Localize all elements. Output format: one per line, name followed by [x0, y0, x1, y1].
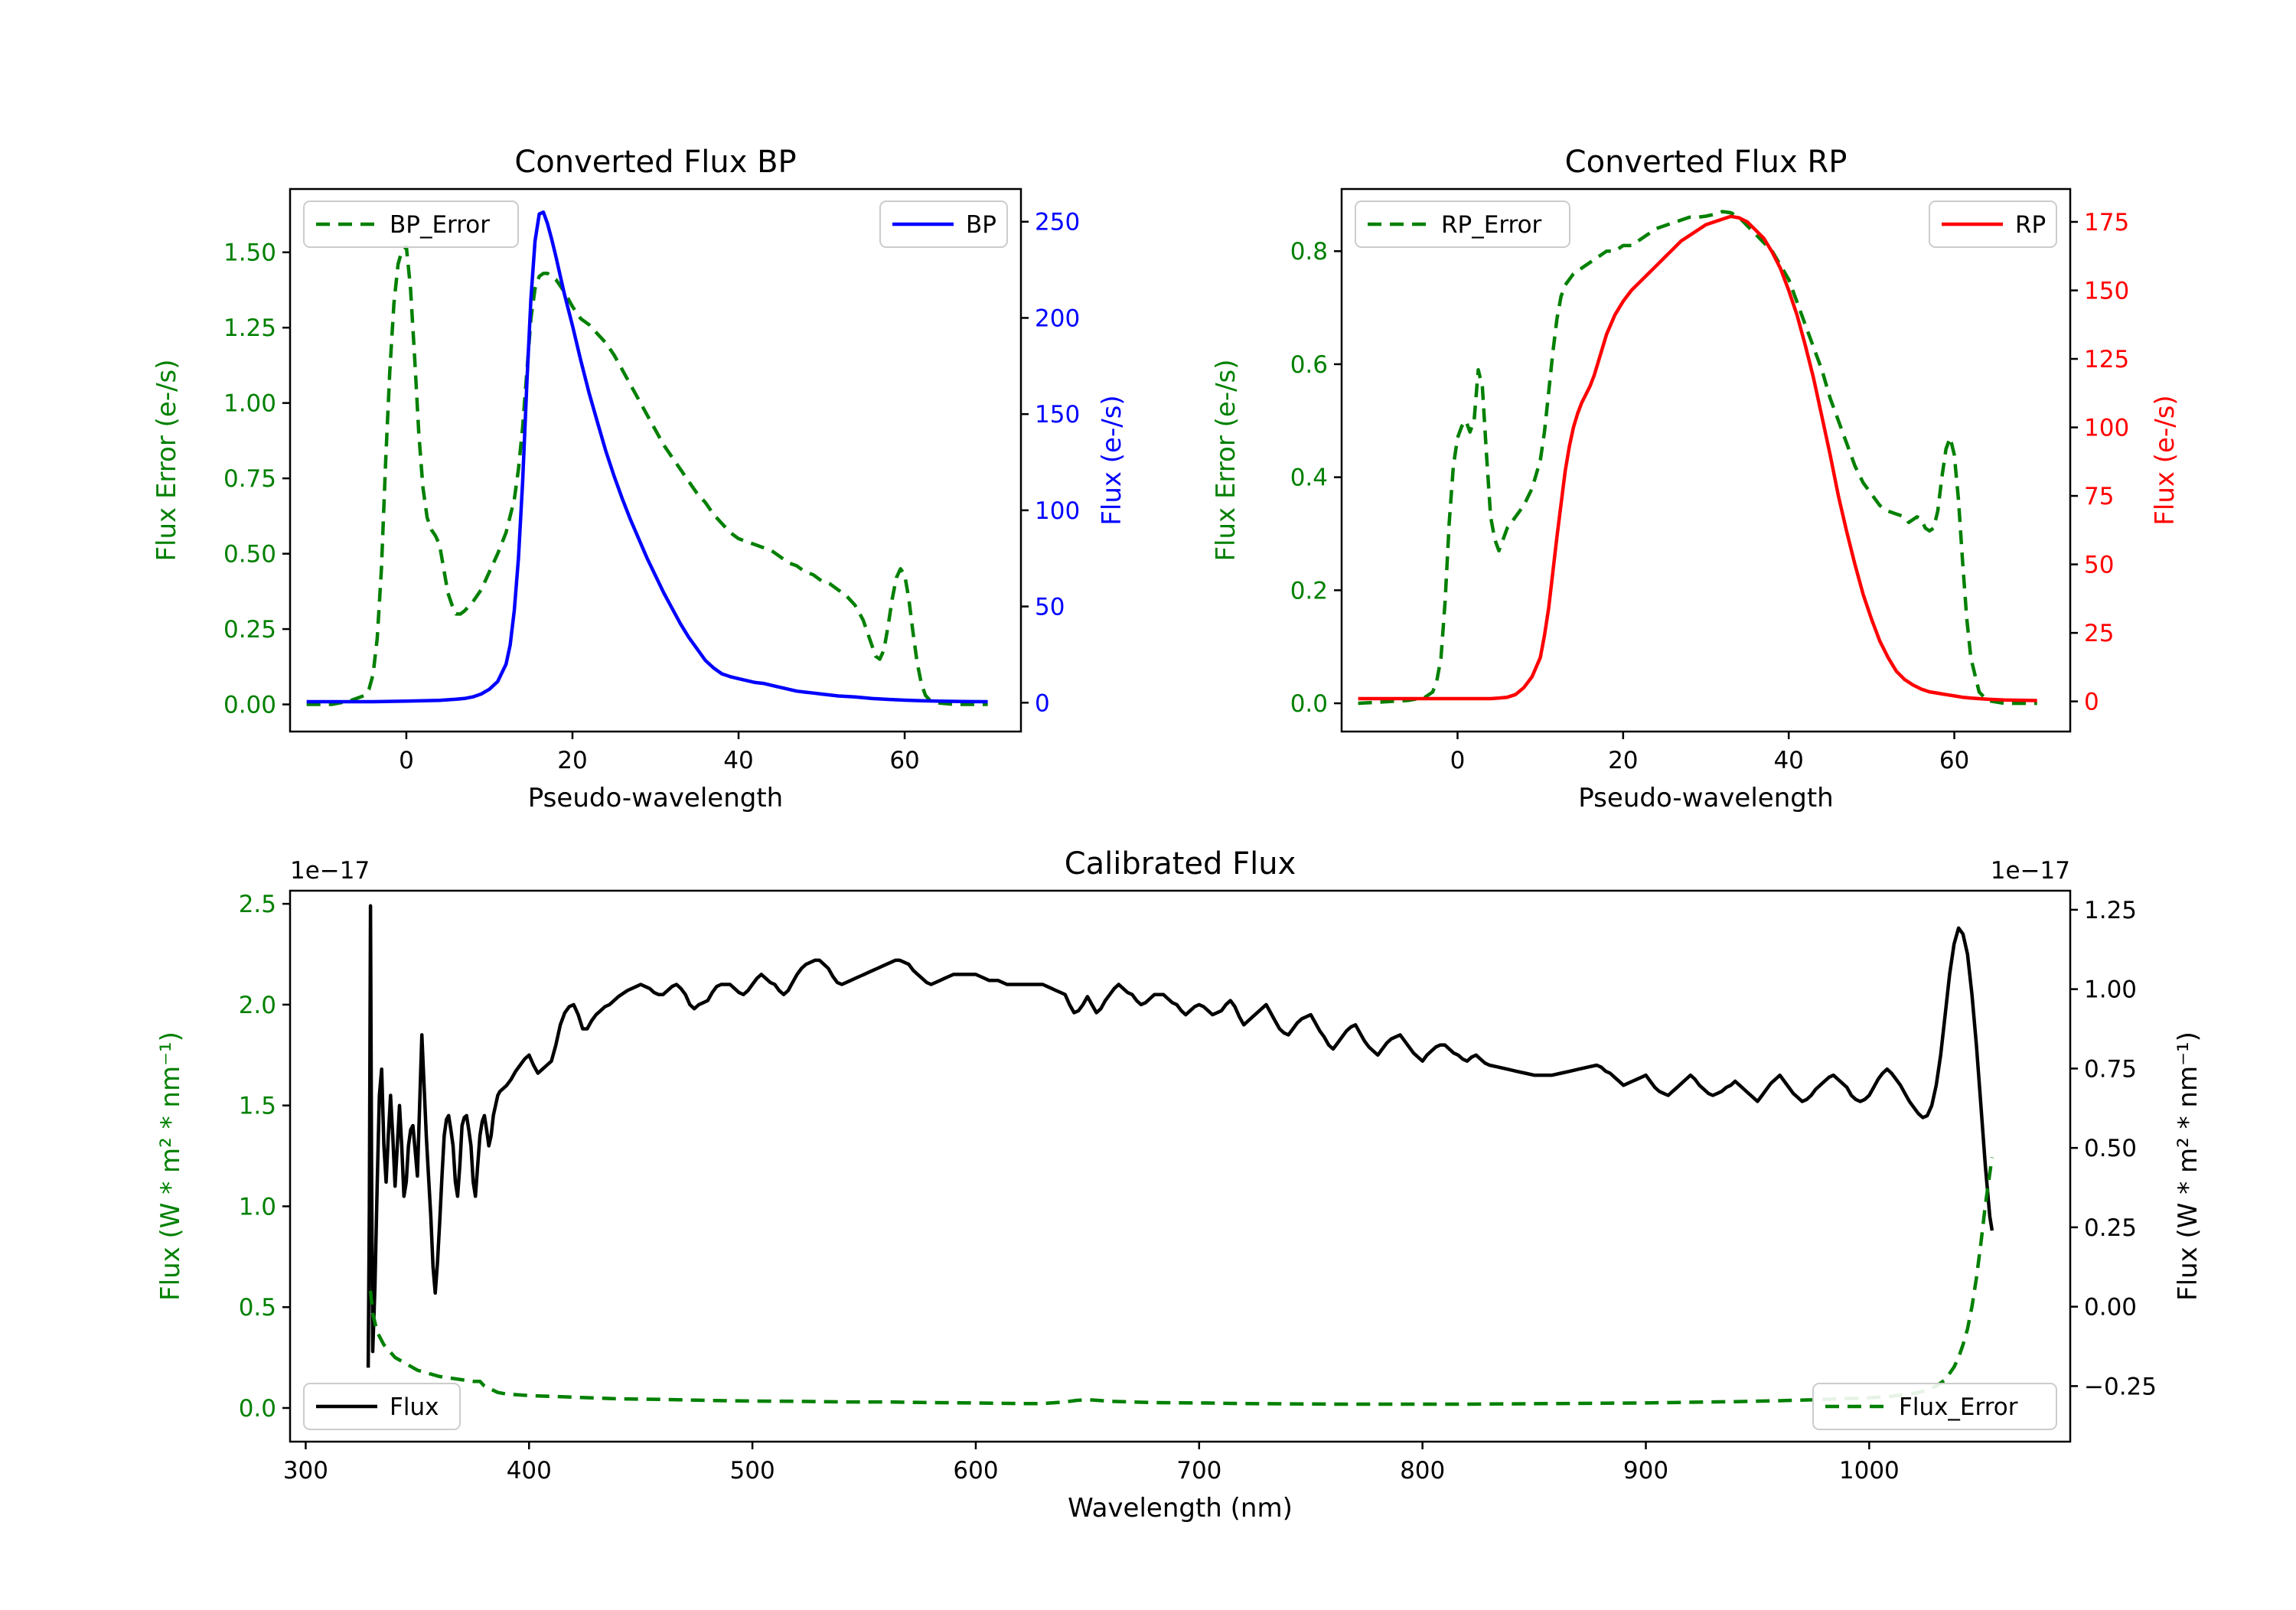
- right-tick-label: 0: [1035, 689, 1050, 717]
- right-tick-label: 50: [1035, 594, 1065, 621]
- legend-RP_Error: RP_Error: [1355, 200, 1570, 248]
- right-tick-label: 100: [2084, 415, 2129, 442]
- left-tick-label: 1.5: [239, 1093, 276, 1120]
- right-tick-label: 1.25: [2084, 897, 2137, 924]
- left-tick-label: 0.2: [1290, 577, 1328, 605]
- x-tick-label: 1000: [1839, 1457, 1900, 1485]
- legend-label: RP_Error: [1441, 211, 1542, 239]
- legend-RP: RP: [1929, 200, 2057, 248]
- left-tick-label: 0.6: [1290, 351, 1328, 379]
- x-tick-label: 0: [399, 747, 414, 774]
- right-tick-label: 100: [1035, 497, 1080, 525]
- series-BP: [306, 210, 988, 704]
- left-axis-offset-text: 1e−17: [290, 857, 370, 885]
- legend-Flux: Flux: [303, 1383, 461, 1430]
- x-tick-label: 700: [1176, 1457, 1221, 1485]
- chart-title: Converted Flux BP: [514, 145, 796, 180]
- left-tick-label: 0.4: [1290, 464, 1328, 492]
- x-axis-label: Wavelength (nm): [1068, 1493, 1293, 1524]
- x-tick-label: 800: [1400, 1457, 1445, 1485]
- left-tick-label: 0.75: [223, 465, 276, 493]
- right-axis-label: Flux (e-/s): [2150, 395, 2180, 525]
- x-tick-label: 400: [507, 1457, 552, 1485]
- right-tick-label: 25: [2084, 620, 2114, 647]
- x-tick-label: 600: [953, 1457, 998, 1485]
- left-tick-label: 0.0: [1290, 690, 1328, 718]
- legend-label: Flux_Error: [1899, 1393, 2018, 1421]
- chart-title: Calibrated Flux: [1065, 846, 1296, 882]
- left-tick-label: 0.25: [223, 616, 276, 644]
- legend-label: BP_Error: [390, 211, 490, 239]
- right-axis-label: Flux (W * m² * nm⁻¹): [2173, 1032, 2203, 1301]
- left-tick-label: 0.0: [239, 1395, 276, 1423]
- x-tick-label: 40: [723, 747, 753, 774]
- left-tick-label: 2.5: [239, 891, 276, 918]
- chart-title: Converted Flux RP: [1565, 145, 1848, 180]
- left-axis-label: Flux Error (e-/s): [152, 359, 182, 561]
- left-axis-label: Flux Error (e-/s): [1211, 359, 1241, 561]
- series-RP: [1358, 214, 2037, 702]
- legend-box: [303, 1383, 461, 1430]
- x-axis-label: Pseudo-wavelength: [1578, 783, 1833, 813]
- x-tick-label: 40: [1773, 747, 1803, 774]
- converted-flux-rp: 0 20 40 60 0.0 0.2 0.4 0.6 0.8 Flux Error (e-/s) 0…: [1211, 145, 2180, 813]
- left-tick-label: 0.5: [239, 1294, 276, 1322]
- legend-Flux_Error: Flux_Error: [1812, 1383, 2057, 1430]
- right-axis-offset-text: 1e−17: [1991, 857, 2070, 885]
- right-tick-label: 50: [2084, 552, 2114, 579]
- series-Flux_Error: [368, 1157, 1994, 1406]
- left-tick-label: 1.0: [239, 1193, 276, 1221]
- x-tick-label: 300: [283, 1457, 328, 1485]
- right-tick-label: 175: [2084, 209, 2129, 236]
- left-tick-label: 1.25: [223, 315, 276, 342]
- legend-BP_Error: BP_Error: [303, 200, 519, 248]
- legend-BP: BP: [879, 200, 1008, 248]
- legend-label: BP: [966, 211, 996, 239]
- left-tick-label: 2.0: [239, 992, 276, 1019]
- x-tick-label: 20: [557, 747, 587, 774]
- x-tick-label: 900: [1623, 1457, 1668, 1485]
- x-tick-label: 0: [1450, 747, 1466, 774]
- right-tick-label: 0.75: [2084, 1055, 2137, 1083]
- right-tick-label: 1.00: [2084, 976, 2137, 1004]
- right-tick-label: 0: [2084, 689, 2099, 716]
- left-axis-label: Flux (W * m² * nm⁻¹): [155, 1032, 186, 1301]
- series-BP_Error: [306, 244, 988, 706]
- legend-label: RP: [2015, 211, 2046, 239]
- right-tick-label: 150: [1035, 401, 1080, 429]
- axes-frame: [289, 187, 1022, 733]
- right-tick-label: 150: [2084, 277, 2129, 305]
- x-tick-label: 60: [889, 747, 919, 774]
- right-tick-label: 125: [2084, 346, 2129, 373]
- left-tick-label: 0.8: [1290, 238, 1328, 266]
- calibrated-flux: 300 400 500 600 700 800 900 1000 0.0 0.5 1.0 1.5 2.0…: [155, 846, 2203, 1524]
- right-tick-label: 250: [1035, 209, 1080, 236]
- right-axis-label: Flux (e-/s): [1097, 395, 1127, 525]
- legend-box: [1355, 200, 1570, 248]
- x-axis-label: Pseudo-wavelength: [528, 783, 783, 813]
- right-tick-label: 0.25: [2084, 1214, 2137, 1242]
- right-tick-label: 0.00: [2084, 1294, 2137, 1322]
- right-tick-label: −0.25: [2084, 1373, 2157, 1400]
- x-tick-label: 20: [1608, 747, 1638, 774]
- axes-frame: [1340, 187, 2072, 733]
- x-tick-label: 500: [730, 1457, 775, 1485]
- right-tick-label: 200: [1035, 305, 1080, 332]
- legend-box: [1812, 1383, 2057, 1430]
- left-tick-label: 0.00: [223, 692, 276, 719]
- right-tick-label: 0.50: [2084, 1135, 2137, 1162]
- legend-box: [303, 200, 519, 248]
- axes-frame: [289, 889, 2072, 1443]
- converted-flux-bp: 0 20 40 60 0.00 0.25 0.50 0.75 1.00 1.25 1.50 Flux …: [152, 145, 1127, 813]
- series-RP_Error: [1358, 210, 2037, 706]
- left-tick-label: 0.50: [223, 541, 276, 569]
- right-tick-label: 75: [2084, 483, 2114, 510]
- left-tick-label: 1.00: [223, 390, 276, 418]
- left-tick-label: 1.50: [223, 240, 276, 267]
- legend-label: Flux: [390, 1393, 439, 1421]
- x-tick-label: 60: [1939, 747, 1969, 774]
- series-Flux: [366, 904, 1994, 1368]
